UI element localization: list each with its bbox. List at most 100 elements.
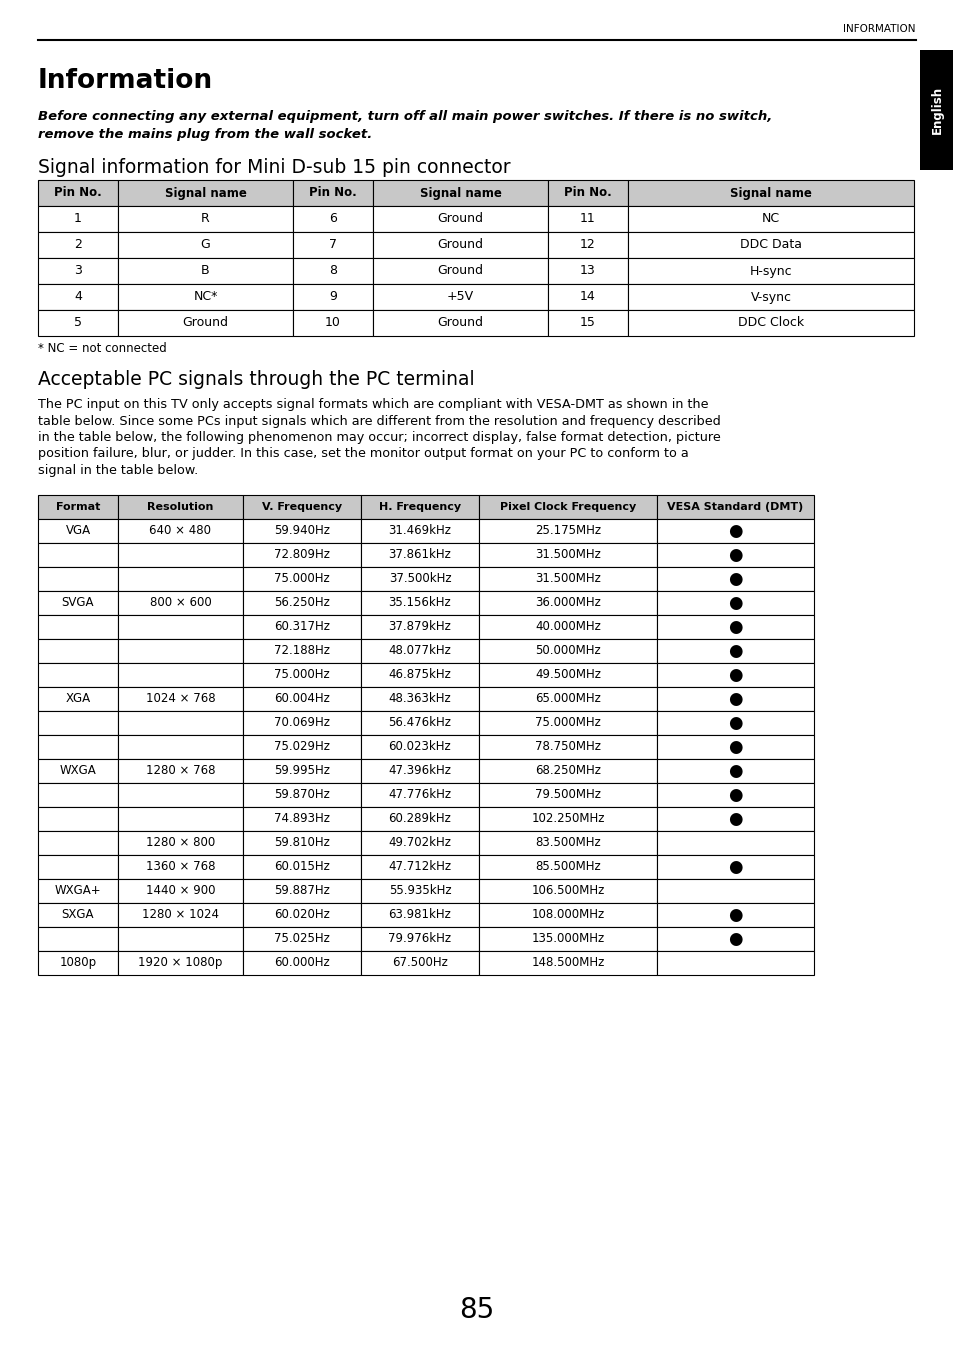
Bar — [547, 258, 627, 284]
Bar — [38, 711, 118, 734]
Text: 31.500MHz: 31.500MHz — [535, 548, 600, 561]
Bar — [243, 734, 360, 758]
Text: Resolution: Resolution — [147, 502, 213, 511]
Bar — [293, 233, 373, 258]
Text: ●: ● — [727, 690, 742, 707]
Text: ●: ● — [727, 786, 742, 803]
Text: 1280 × 800: 1280 × 800 — [146, 836, 214, 849]
Bar — [243, 758, 360, 783]
Text: 59.995Hz: 59.995Hz — [274, 764, 330, 777]
Text: 74.893Hz: 74.893Hz — [274, 813, 330, 825]
Text: Ground: Ground — [437, 212, 483, 226]
Bar — [38, 180, 118, 206]
Bar — [293, 310, 373, 337]
Bar — [38, 926, 118, 950]
Text: Signal information for Mini D-sub 15 pin connector: Signal information for Mini D-sub 15 pin… — [38, 158, 510, 177]
Text: ●: ● — [727, 569, 742, 588]
Bar — [38, 854, 118, 879]
Bar — [118, 734, 243, 758]
Bar — [478, 807, 657, 830]
Text: 79.976kHz: 79.976kHz — [388, 932, 451, 945]
Text: 11: 11 — [579, 212, 596, 226]
Text: Pin No.: Pin No. — [309, 187, 356, 200]
Bar — [118, 591, 243, 615]
Text: Signal name: Signal name — [164, 187, 246, 200]
Text: 60.004Hz: 60.004Hz — [274, 692, 330, 704]
Text: 50.000MHz: 50.000MHz — [535, 644, 600, 657]
Text: 36.000MHz: 36.000MHz — [535, 596, 600, 608]
Bar — [657, 711, 813, 734]
Bar — [38, 615, 118, 638]
Text: ●: ● — [727, 857, 742, 876]
Bar — [118, 519, 243, 542]
Text: DDC Data: DDC Data — [740, 238, 801, 251]
Bar — [657, 662, 813, 687]
Text: 65.000MHz: 65.000MHz — [535, 692, 600, 704]
Text: 59.887Hz: 59.887Hz — [274, 884, 330, 896]
Bar — [38, 638, 118, 662]
Bar — [478, 662, 657, 687]
Text: 37.879kHz: 37.879kHz — [388, 621, 451, 633]
Text: 75.029Hz: 75.029Hz — [274, 740, 330, 753]
Bar — [243, 638, 360, 662]
Text: NC: NC — [761, 212, 780, 226]
Text: 75.000Hz: 75.000Hz — [274, 572, 330, 585]
Bar — [243, 926, 360, 950]
Text: 12: 12 — [579, 238, 596, 251]
Text: Acceptable PC signals through the PC terminal: Acceptable PC signals through the PC ter… — [38, 370, 475, 389]
Bar — [919, 50, 953, 170]
Bar — [293, 284, 373, 310]
Bar — [38, 310, 118, 337]
Text: 48.363kHz: 48.363kHz — [388, 692, 451, 704]
Text: V. Frequency: V. Frequency — [262, 502, 342, 511]
Bar — [38, 662, 118, 687]
Bar — [627, 233, 913, 258]
Text: Ground: Ground — [182, 316, 229, 330]
Bar — [243, 950, 360, 975]
Bar — [38, 783, 118, 807]
Bar — [373, 310, 547, 337]
Bar — [360, 879, 478, 903]
Text: INFORMATION: INFORMATION — [842, 24, 915, 34]
Text: in the table below, the following phenomenon may occur; incorrect display, false: in the table below, the following phenom… — [38, 431, 720, 443]
Bar — [243, 662, 360, 687]
Bar — [293, 258, 373, 284]
Text: NC*: NC* — [193, 291, 217, 303]
Text: 47.396kHz: 47.396kHz — [388, 764, 451, 777]
Bar — [627, 206, 913, 233]
Text: 108.000MHz: 108.000MHz — [531, 909, 604, 921]
Bar — [547, 180, 627, 206]
Text: VGA: VGA — [66, 525, 91, 537]
Bar — [118, 566, 243, 591]
Bar — [547, 310, 627, 337]
Text: 63.981kHz: 63.981kHz — [388, 909, 451, 921]
Text: 1280 × 768: 1280 × 768 — [146, 764, 215, 777]
Bar — [478, 615, 657, 638]
Bar — [38, 566, 118, 591]
Text: 49.702kHz: 49.702kHz — [388, 836, 451, 849]
Bar — [38, 807, 118, 830]
Bar — [118, 662, 243, 687]
Bar — [360, 830, 478, 854]
Bar — [657, 566, 813, 591]
Bar — [478, 687, 657, 711]
Bar — [118, 950, 243, 975]
Bar — [657, 591, 813, 615]
Text: The PC input on this TV only accepts signal formats which are compliant with VES: The PC input on this TV only accepts sig… — [38, 397, 708, 411]
Bar — [243, 830, 360, 854]
Text: 31.469kHz: 31.469kHz — [388, 525, 451, 537]
Text: 47.712kHz: 47.712kHz — [388, 860, 451, 873]
Text: R: R — [201, 212, 210, 226]
Bar — [657, 519, 813, 542]
Text: 48.077kHz: 48.077kHz — [388, 644, 451, 657]
Text: 7: 7 — [329, 238, 336, 251]
Bar — [478, 950, 657, 975]
Text: remove the mains plug from the wall socket.: remove the mains plug from the wall sock… — [38, 128, 372, 141]
Text: +5V: +5V — [446, 291, 474, 303]
Text: 135.000MHz: 135.000MHz — [531, 932, 604, 945]
Bar — [478, 711, 657, 734]
Bar — [243, 687, 360, 711]
Text: 79.500MHz: 79.500MHz — [535, 788, 600, 800]
Text: 40.000MHz: 40.000MHz — [535, 621, 600, 633]
Bar — [478, 758, 657, 783]
